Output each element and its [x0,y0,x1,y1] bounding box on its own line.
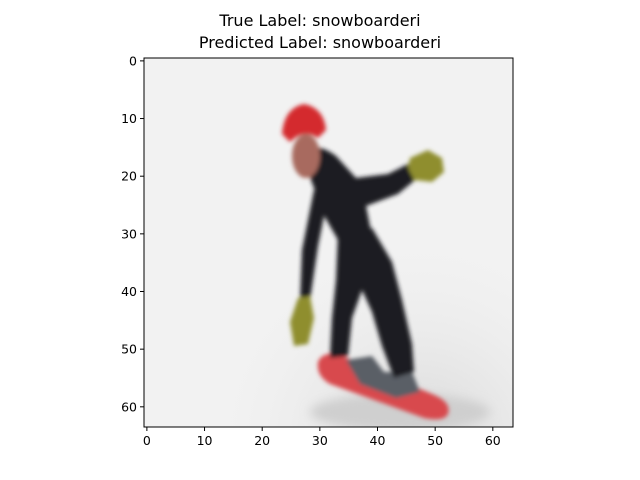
face [292,134,320,178]
y-tick-label: 0 [129,53,137,68]
torso [300,147,420,240]
y-axis: 0 10 20 30 40 50 60 [121,53,144,414]
axes-frame [143,57,514,428]
x-tick-label: 40 [370,433,386,448]
boots [346,356,420,398]
title-predicted-label: Predicted Label: snowboarderi [198,33,442,52]
snowboarder [282,104,449,420]
y-tick-label: 20 [121,169,137,184]
y-tick-label: 50 [121,342,137,357]
legs [330,228,414,378]
x-tick-label: 50 [427,433,443,448]
helmet [282,104,326,142]
x-tick-label: 20 [254,433,270,448]
x-tick-label: 30 [312,433,328,448]
y-tick-label: 30 [121,226,137,241]
glove-lower [290,296,314,346]
x-tick-label: 10 [197,433,213,448]
x-tick-label: 60 [485,433,501,448]
x-axis: 0 10 20 30 40 50 60 [143,427,501,448]
y-tick-label: 60 [121,399,137,414]
glove-upper [408,150,444,182]
y-tick-label: 40 [121,284,137,299]
image-display [144,58,513,427]
title-true-label: True Label: snowboarderi [219,11,421,30]
arm [300,190,328,302]
x-tick-label: 0 [143,433,151,448]
y-tick-label: 10 [121,111,137,126]
